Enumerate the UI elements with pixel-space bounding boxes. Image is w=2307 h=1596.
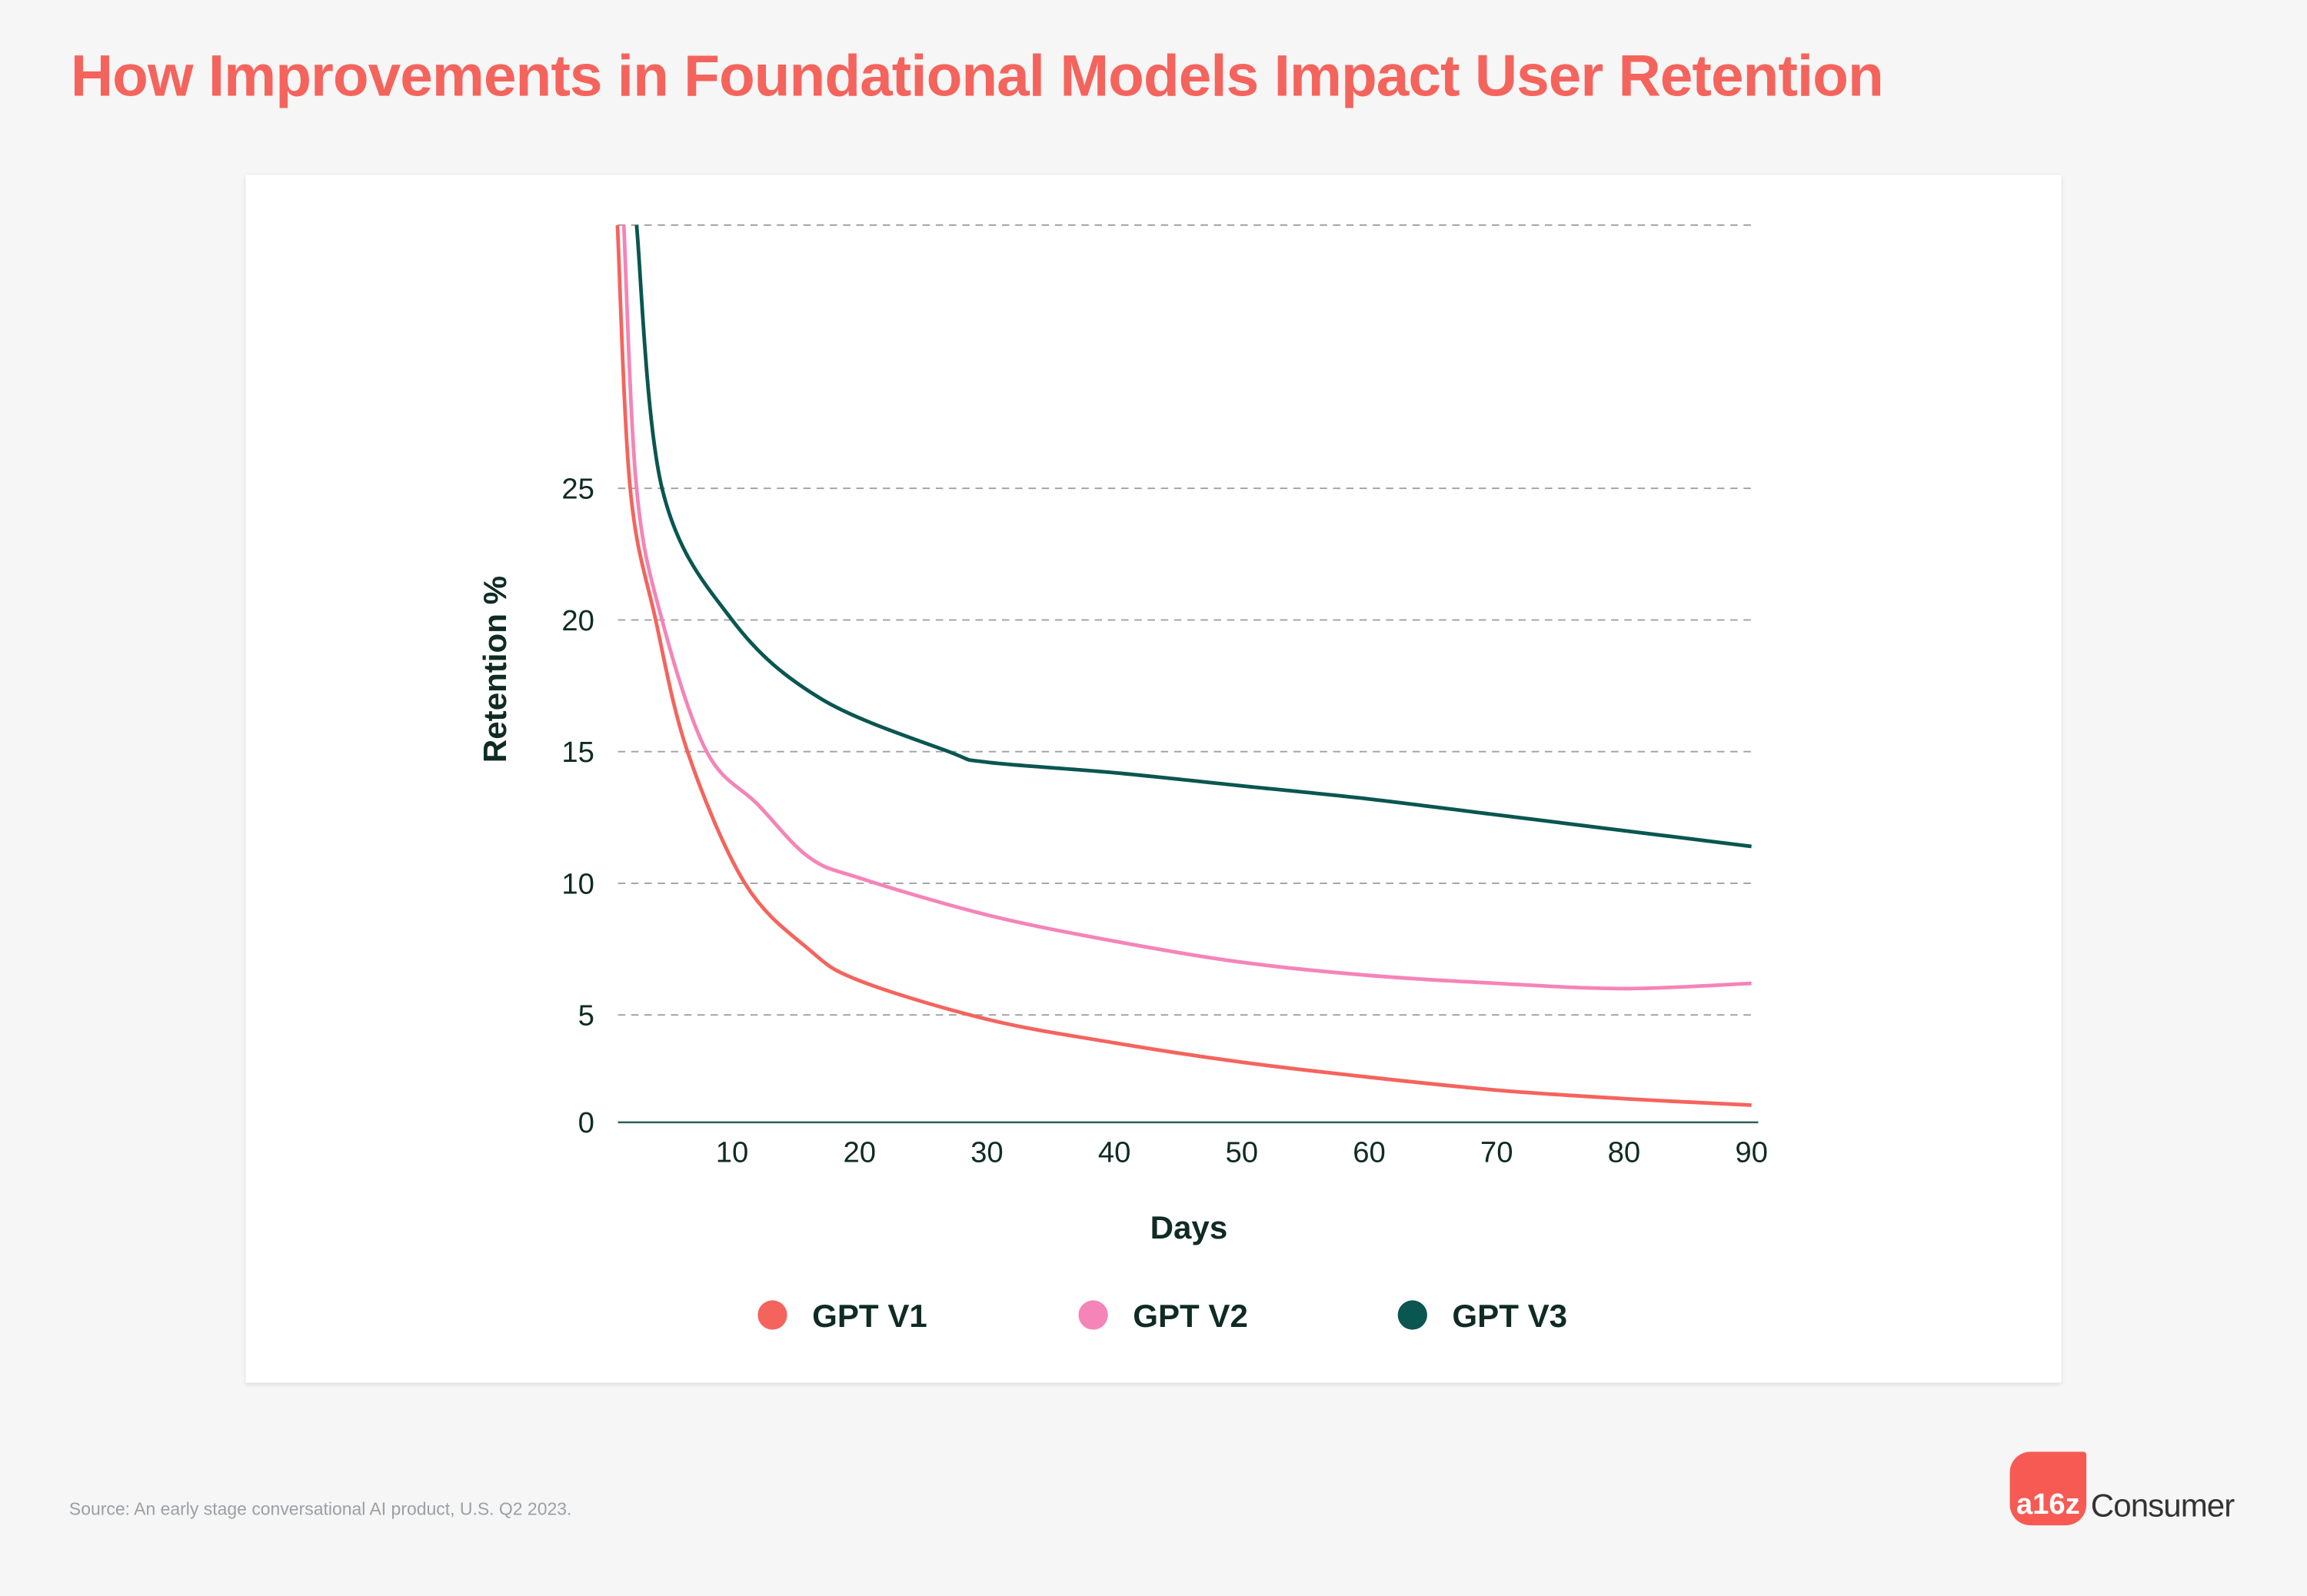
y-tick-label: 10 bbox=[561, 867, 594, 900]
y-tick-label: 5 bbox=[578, 999, 594, 1032]
x-tick-label: 20 bbox=[843, 1136, 876, 1169]
y-tick-label: 0 bbox=[578, 1106, 594, 1139]
logo-text: Consumer bbox=[2090, 1487, 2235, 1525]
series-line-gpt-v2 bbox=[621, 224, 1752, 991]
legend-marker bbox=[1397, 1300, 1427, 1330]
legend-label: GPT V1 bbox=[812, 1298, 927, 1334]
a16z-consumer-logo: a16z Consumer bbox=[2009, 1451, 2235, 1526]
source-note: Source: An early stage conversational AI… bbox=[68, 1498, 572, 1520]
chart-title: How Improvements in Foundational Models … bbox=[70, 44, 1884, 109]
x-tick-label: 90 bbox=[1735, 1136, 1768, 1169]
x-tick-label: 50 bbox=[1226, 1136, 1259, 1169]
x-tick-label: 30 bbox=[970, 1136, 1004, 1169]
y-tick-label: 15 bbox=[561, 736, 594, 769]
series-line-gpt-v1 bbox=[615, 224, 1752, 1107]
y-tick-label: 25 bbox=[561, 473, 594, 506]
x-axis-label: Days bbox=[1150, 1209, 1228, 1245]
legend-marker bbox=[757, 1300, 787, 1330]
x-tick-label: 10 bbox=[716, 1136, 749, 1169]
logo-mark: a16z bbox=[2009, 1451, 2087, 1526]
y-tick-label: 20 bbox=[561, 604, 594, 637]
chart-card: 0 5 10 15 20 25 10 20 30 40 50 60 70 80 90 Days Retentio… bbox=[245, 175, 2062, 1383]
series-line-gpt-v3 bbox=[634, 224, 1752, 849]
x-tick-label: 70 bbox=[1480, 1136, 1513, 1169]
x-tick-label: 80 bbox=[1608, 1136, 1641, 1169]
x-tick-label: 40 bbox=[1098, 1136, 1131, 1169]
legend-marker bbox=[1078, 1300, 1108, 1330]
legend-label: GPT V3 bbox=[1452, 1298, 1567, 1334]
legend-label: GPT V2 bbox=[1133, 1298, 1248, 1334]
x-tick-label: 60 bbox=[1353, 1136, 1386, 1169]
y-axis-label: Retention % bbox=[477, 576, 513, 763]
line-chart: 0 5 10 15 20 25 10 20 30 40 50 60 70 80 90 Days Retentio… bbox=[477, 224, 1768, 1334]
